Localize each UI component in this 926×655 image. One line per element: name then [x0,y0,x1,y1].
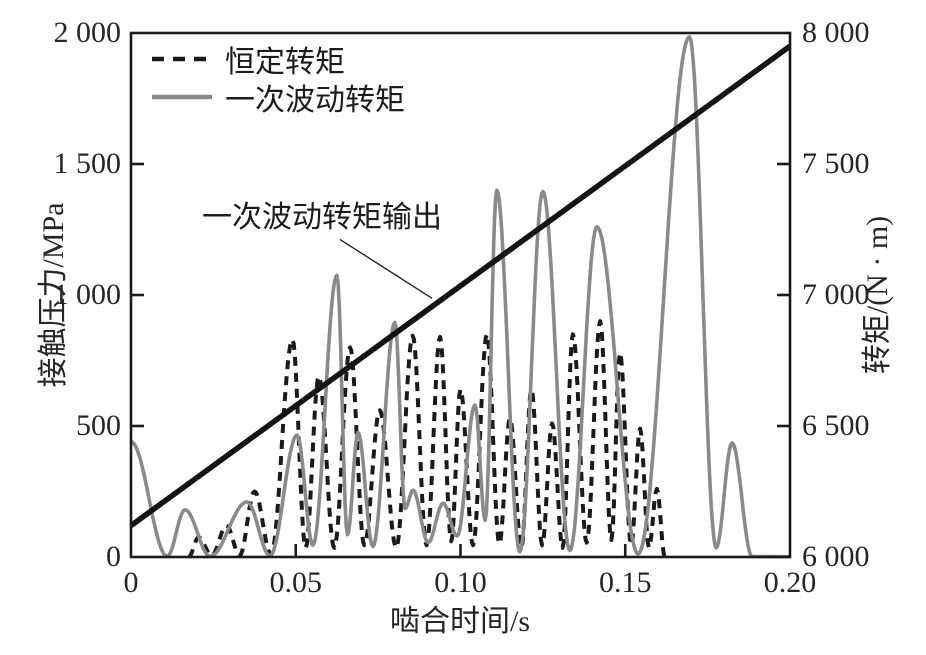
annotation-leader-line [339,238,433,299]
legend-item-fluctuating-torque: 一次波动转矩 [150,78,405,117]
left-axis-tick-label: 2 000 [53,16,122,49]
left-axis-tick-label: 1 000 [53,278,122,311]
legend-item-constant-torque: 恒定转矩 [150,40,405,79]
x-axis-tick-label: 0 [123,566,139,599]
right-axis-tick-label: 8 000 [802,16,870,49]
left-axis-tick-label: 500 [76,409,121,442]
right-axis-tick-label: 6 000 [802,540,870,573]
x-axis-tick-label: 0.05 [269,566,323,599]
right-axis-tick-label: 7 500 [802,147,870,180]
right-axis-tick-label: 6 500 [802,409,870,442]
x-axis-tick-label: 0.10 [434,566,487,599]
series-constant-torque [187,319,667,559]
series-fluctuating-torque [130,35,791,559]
left-axis-tick-label: 0 [106,540,121,573]
legend: 恒定转矩 一次波动转矩 [150,40,405,117]
dashed-line-sample-icon [152,56,212,62]
left-axis-tick-label: 1 500 [53,147,122,180]
x-axis-tick-label: 0.20 [763,566,817,599]
right-axis-tick-label: 7 000 [802,278,870,311]
solid-line-sample-icon [152,94,212,100]
legend-label-constant-torque: 恒定转矩 [225,46,345,79]
legend-label-fluctuating-torque: 一次波动转矩 [225,84,405,117]
annotation-label: 一次波动转矩输出 [202,201,442,234]
x-axis-tick-label: 0.15 [599,566,652,599]
x-axis-title: 啮合时间/s [389,605,531,638]
series-torque-output-line [129,43,792,528]
